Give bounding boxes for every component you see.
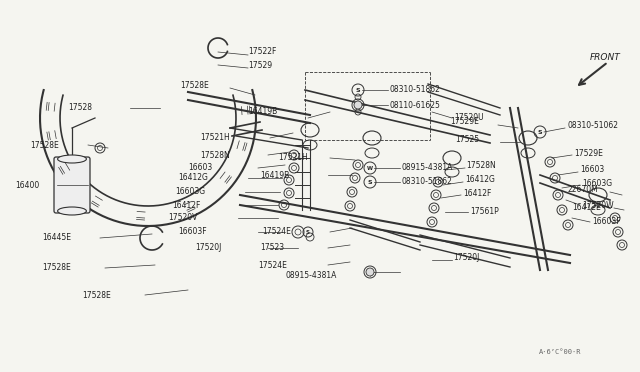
Text: 17529E: 17529E <box>574 148 603 157</box>
Text: S: S <box>306 230 310 234</box>
Text: A·6’C°00·R: A·6’C°00·R <box>539 349 581 355</box>
Text: 17528E: 17528E <box>42 263 71 273</box>
Text: W: W <box>367 269 373 275</box>
Text: 16419B: 16419B <box>248 108 277 116</box>
Text: 17520J: 17520J <box>195 244 221 253</box>
Text: 17561P: 17561P <box>470 208 499 217</box>
Text: 16603G: 16603G <box>175 187 205 196</box>
Text: 17523: 17523 <box>260 244 284 253</box>
Text: 16603F: 16603F <box>178 228 207 237</box>
Text: 17524E: 17524E <box>262 228 291 237</box>
Text: S: S <box>368 180 372 185</box>
Text: 22670M: 22670M <box>568 186 599 195</box>
Text: 17520W: 17520W <box>582 201 614 209</box>
Text: 17529E: 17529E <box>450 118 479 126</box>
Text: 17521H: 17521H <box>200 134 230 142</box>
Text: 17528E: 17528E <box>82 291 111 299</box>
Text: 16400: 16400 <box>15 180 39 189</box>
Text: 16419B: 16419B <box>260 170 289 180</box>
Text: 08310-51862: 08310-51862 <box>390 86 441 94</box>
Text: 16412G: 16412G <box>465 176 495 185</box>
Text: 17528: 17528 <box>68 103 92 112</box>
Text: 17528N: 17528N <box>200 151 230 160</box>
Text: S: S <box>538 129 542 135</box>
Text: 16412E: 16412E <box>572 202 601 212</box>
Text: 16603: 16603 <box>580 166 604 174</box>
FancyBboxPatch shape <box>54 157 90 213</box>
Text: 17528E: 17528E <box>30 141 59 150</box>
Text: 17520J: 17520J <box>453 253 479 263</box>
Text: 17520V: 17520V <box>168 214 197 222</box>
Text: W: W <box>367 166 373 170</box>
Text: S: S <box>356 87 360 93</box>
Text: 16445E: 16445E <box>42 234 71 243</box>
Text: 16603: 16603 <box>188 164 212 173</box>
Ellipse shape <box>58 207 86 215</box>
Text: 16412G: 16412G <box>178 173 208 183</box>
Circle shape <box>354 101 362 109</box>
Text: 08915-4381A: 08915-4381A <box>285 270 337 279</box>
Text: 17528N: 17528N <box>466 160 496 170</box>
Text: 17522F: 17522F <box>248 48 276 57</box>
Text: 08310-51062: 08310-51062 <box>567 122 618 131</box>
Text: 16412F: 16412F <box>463 189 492 198</box>
Text: B: B <box>356 103 360 108</box>
Ellipse shape <box>58 155 86 163</box>
Text: 17529: 17529 <box>248 61 272 70</box>
Text: 17525: 17525 <box>455 135 479 144</box>
Text: 16412F: 16412F <box>172 201 200 209</box>
Text: 08915-4381A: 08915-4381A <box>402 164 453 173</box>
Text: 17528E: 17528E <box>180 80 209 90</box>
Text: 08310-51862: 08310-51862 <box>402 177 453 186</box>
Text: 16603F: 16603F <box>592 218 621 227</box>
Circle shape <box>366 268 374 276</box>
Text: 16603G: 16603G <box>582 179 612 187</box>
Text: 17524E: 17524E <box>258 260 287 269</box>
Text: FRONT: FRONT <box>590 54 621 62</box>
Text: 17521H: 17521H <box>278 154 308 163</box>
Text: 17520U: 17520U <box>454 113 484 122</box>
Text: 08110-61625: 08110-61625 <box>390 100 441 109</box>
